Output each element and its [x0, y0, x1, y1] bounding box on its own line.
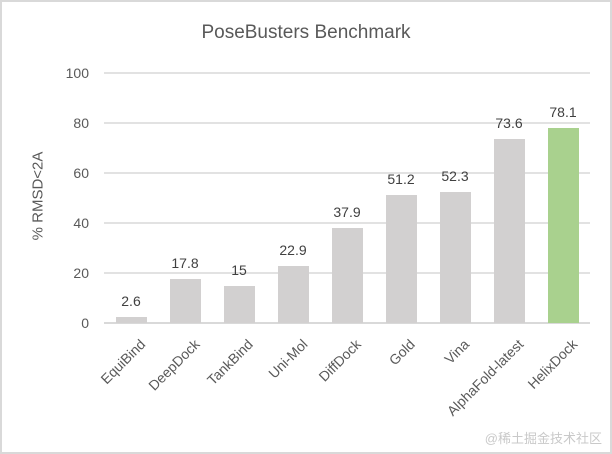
bar-value-label: 2.6 [121, 292, 141, 309]
x-tick-label: HelixDock [524, 336, 581, 392]
x-tick-label: TankBind [204, 336, 257, 389]
watermark: @稀土掘金技术社区 [484, 431, 602, 446]
bar-value-label: 22.9 [279, 241, 307, 258]
bar-value-label: 78.1 [549, 103, 577, 120]
y-tick-label: 60 [73, 165, 89, 181]
y-tick-label: 40 [73, 215, 89, 231]
y-tick-label: 0 [81, 315, 89, 331]
x-tick-label: DeepDock [144, 336, 203, 394]
gridline [104, 72, 590, 74]
bar-value-label: 37.9 [333, 204, 361, 221]
x-axis-baseline [104, 322, 590, 324]
bar-alphafold-latest [493, 139, 525, 323]
bar-gold [385, 195, 417, 323]
y-tick-label: 100 [65, 65, 89, 81]
gridline [104, 122, 590, 124]
y-tick-label: 20 [73, 265, 89, 281]
x-tick-label: Gold [386, 336, 419, 369]
gridline [104, 222, 590, 224]
bar-value-label: 73.6 [495, 115, 523, 131]
bar-value-label: 15 [231, 261, 247, 278]
bar-equibind [115, 316, 147, 323]
bar-helixdock [547, 127, 579, 323]
bar-diffdock [331, 228, 363, 323]
bar-vina [439, 192, 471, 323]
bar-value-label: 51.2 [387, 171, 415, 187]
x-tick-label: Uni-Mol [264, 336, 311, 382]
bar-uni-mol [277, 265, 309, 323]
bar-value-label: 52.3 [441, 168, 469, 185]
x-tick-label: Vina [441, 336, 473, 367]
bar-value-label: 17.8 [171, 254, 199, 271]
bar-deepdock [169, 278, 201, 323]
bar-tankbind [223, 285, 255, 323]
x-tick-label: DiffDock [315, 336, 365, 385]
x-tick-label: EquiBind [97, 336, 149, 387]
gridline [104, 172, 590, 174]
chart-title: PoseBusters Benchmark [201, 22, 411, 43]
y-tick-label: 80 [73, 115, 89, 131]
